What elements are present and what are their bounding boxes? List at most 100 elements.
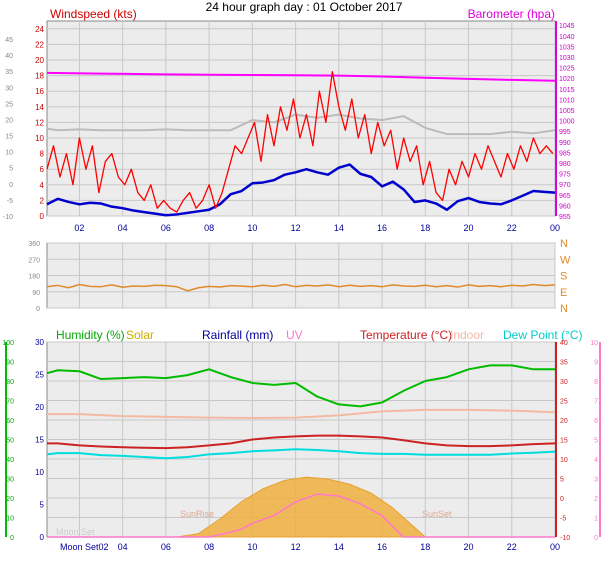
uv-tick-label: 2 [594,496,598,503]
rainfall-tick-label: 5 [40,501,45,510]
legend-humidity: Humidity (%) [56,328,125,342]
baro-tick-label: 1025 [559,66,575,73]
legend-solar: Solar [126,328,154,342]
temperature-tick-label: -10 [560,535,570,542]
baro-tick-label: 1005 [559,108,575,115]
x-tick-label: 04 [118,542,128,552]
wind-tick-label: 10 [35,134,44,143]
humidity-tick-label: 20 [6,496,14,503]
uv-line [47,493,555,538]
x-tick-label: 14 [334,542,344,552]
wind-outer-tick-label: -5 [7,198,13,205]
moonset-tick-label: Moon Set02 [60,542,109,552]
x-tick-label: 20 [464,542,474,552]
legend-uv: UV [286,328,303,342]
uv-tick-label: 0 [594,535,598,542]
x-tick-label: 22 [507,223,517,233]
direction-tick-label: 0 [36,306,40,313]
x-tick-label: 10 [247,223,257,233]
humidity-tick-label: 90 [6,360,14,367]
direction-compass-label: E [560,287,567,299]
x-tick-label: 10 [247,542,257,552]
uv-tick-label: 6 [594,418,598,425]
humidity-tick-label: 70 [6,399,14,406]
uv-tick-label: 10 [590,340,598,347]
wind-outer-tick-label: 10 [5,150,13,157]
sunset-label: SunSet [422,509,452,519]
humidity-tick-label: 60 [6,418,14,425]
uv-tick-label: 1 [594,516,598,523]
rainfall-tick-label: 20 [35,403,44,412]
wind-tick-label: 20 [35,56,44,65]
wind-tick-label: 6 [40,165,45,174]
uv-tick-label: 3 [594,477,598,484]
x-tick-label: 18 [420,542,430,552]
wind-tick-label: 24 [35,25,44,34]
wind-outer-tick-label: 40 [5,53,13,60]
humidity-tick-label: 80 [6,379,14,386]
temperature-tick-label: 15 [560,438,568,445]
wind-average-line [46,163,556,217]
temperature-tick-label: 30 [560,379,568,386]
wind-outer-tick-label: 5 [9,166,13,173]
moonset-label: Moon Set [56,527,95,537]
x-tick-label: 20 [464,223,474,233]
rainfall-tick-label: 10 [35,468,44,477]
wind-tick-label: 2 [40,196,45,205]
x-tick-label: 22 [507,542,517,552]
uv-tick-label: 9 [594,360,598,367]
x-tick-label: 00 [550,542,560,552]
solar-area [47,476,555,538]
x-tick-label: 04 [118,223,128,233]
chart-title: 24 hour graph day : 01 October 2017 [206,0,403,14]
baro-tick-label: 955 [559,214,571,221]
humidity-tick-label: 40 [6,457,14,464]
uv-tick-label: 4 [594,457,598,464]
wind-outer-tick-label: -10 [3,214,13,221]
wind-tick-label: 4 [40,181,45,190]
baro-tick-label: 1045 [559,23,575,30]
x-tick-label: 06 [161,542,171,552]
uv-tick-label: 5 [594,438,598,445]
baro-tick-label: 985 [559,150,571,157]
baro-tick-label: 990 [559,140,571,147]
baro-tick-label: 1040 [559,34,575,41]
humidity-line [46,364,555,408]
baro-tick-label: 975 [559,172,571,179]
x-tick-label: 08 [204,542,214,552]
direction-tick-label: 90 [32,290,40,297]
wind-tick-label: 14 [35,103,44,112]
temperature-tick-label: 20 [560,418,568,425]
direction-tick-label: 270 [28,257,40,264]
baro-tick-label: 995 [559,129,571,136]
rainfall-tick-label: 15 [35,436,44,445]
x-tick-label: 14 [334,223,344,233]
dew-point-line [46,448,556,460]
rainfall-tick-label: 30 [35,338,44,347]
baro-tick-label: 970 [559,182,571,189]
wind-outer-tick-label: 35 [5,69,13,76]
wind-outer-tick-label: 15 [5,134,13,141]
baro-tick-label: 960 [559,203,571,210]
wind-outer-tick-label: 20 [5,117,13,124]
temperature-tick-label: 0 [560,496,564,503]
direction-tick-label: 360 [28,241,40,248]
legend-indoor: Indoor [450,328,484,342]
temperature-tick-label: 5 [560,477,564,484]
wind-outer-tick-label: 0 [9,182,13,189]
baro-tick-label: 1000 [559,119,575,126]
x-tick-label: 16 [377,223,387,233]
legend-rainfall: Rainfall (mm) [202,328,273,342]
temperature-tick-label: 40 [560,340,568,347]
x-tick-label: 18 [420,223,430,233]
x-tick-label: 08 [204,223,214,233]
barometer-line [46,71,556,82]
sunrise-label: SunRise [180,509,214,519]
rainfall-tick-label: 0 [40,533,45,542]
baro-tick-label: 1020 [559,76,575,83]
humidity-tick-label: 100 [2,340,14,347]
uv-tick-label: 7 [594,399,598,406]
baro-tick-label: 1030 [559,55,575,62]
temperature-tick-label: 25 [560,399,568,406]
